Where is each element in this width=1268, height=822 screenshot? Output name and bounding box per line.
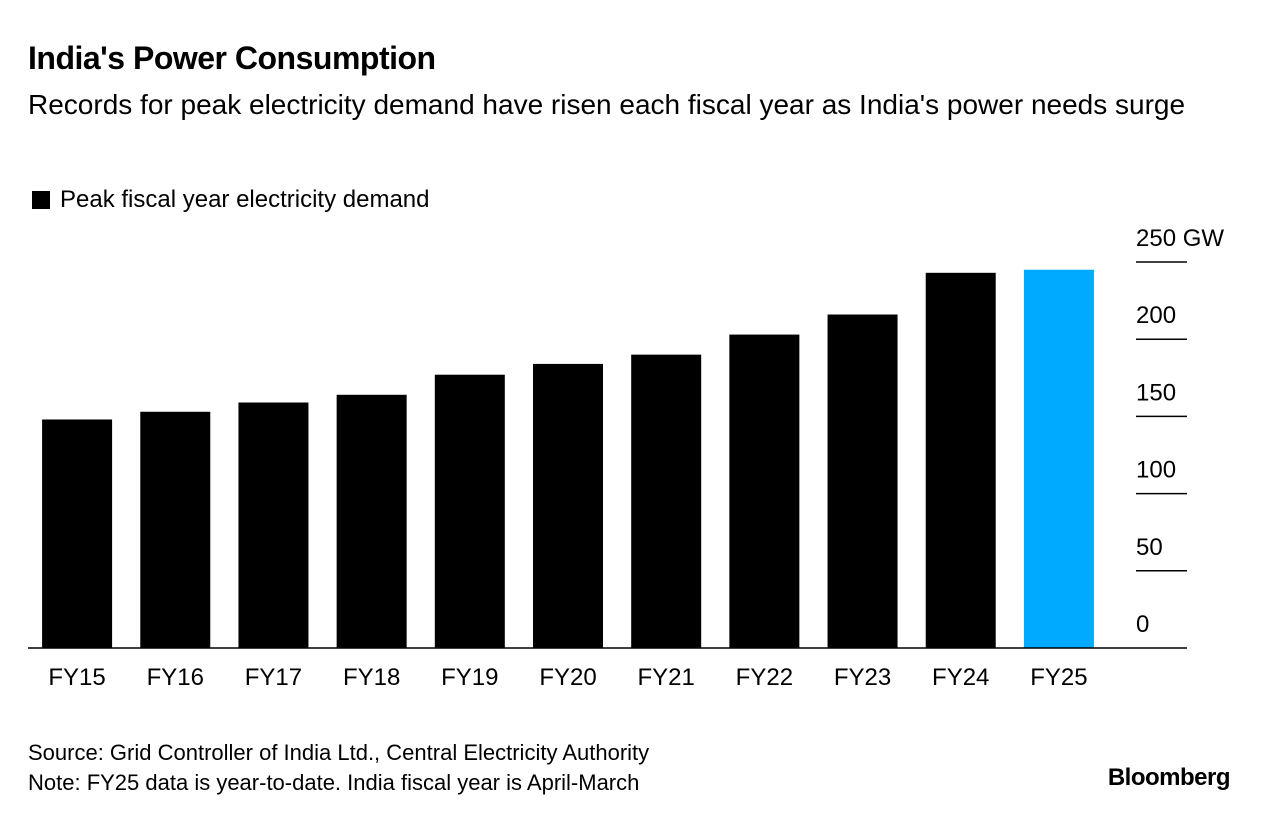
bar-fy18 <box>336 394 407 648</box>
data-note: Note: FY25 data is year-to-date. India f… <box>28 770 640 795</box>
x-tick-label: FY23 <box>834 664 891 691</box>
y-tick-label: 150 <box>1136 379 1176 406</box>
x-tick-label: FY25 <box>1030 664 1087 691</box>
bar-fy17 <box>238 402 309 648</box>
bar-fy21 <box>631 354 702 648</box>
bar-fy15 <box>42 419 113 648</box>
x-tick-label: FY22 <box>736 664 793 691</box>
x-tick-label: FY16 <box>147 664 204 691</box>
legend: Peak fiscal year electricity demand <box>32 186 430 214</box>
chart-footer: Source: Grid Controller of India Ltd., C… <box>28 738 649 798</box>
legend-swatch <box>32 191 50 209</box>
x-tick-label: FY21 <box>637 664 694 691</box>
bar-fy22 <box>729 334 800 648</box>
chart-title: India's Power Consumption <box>28 40 436 76</box>
bar-fy25 <box>1023 269 1094 648</box>
chart-subtitle: Records for peak electricity demand have… <box>28 89 1186 120</box>
x-tick-label: FY20 <box>539 664 596 691</box>
source-note: Source: Grid Controller of India Ltd., C… <box>28 740 650 765</box>
y-tick-label: 100 <box>1136 457 1176 484</box>
y-tick-label: 50 <box>1136 534 1163 561</box>
y-tick-label: 250 GW <box>1136 225 1224 252</box>
x-tick-label: FY15 <box>48 664 105 691</box>
y-tick-label: 0 <box>1136 611 1149 638</box>
bar-fy20 <box>533 363 603 648</box>
x-tick-label: FY17 <box>245 664 302 691</box>
bar-fy16 <box>140 411 211 648</box>
bar-fy19 <box>434 374 505 648</box>
legend-label: Peak fiscal year electricity demand <box>60 186 430 213</box>
x-tick-label: FY24 <box>932 664 989 691</box>
x-tick-label: FY18 <box>343 664 400 691</box>
bar-fy23 <box>827 314 898 648</box>
x-tick-label: FY19 <box>441 664 498 691</box>
bloomberg-logo: Bloomberg <box>1107 764 1231 791</box>
bar-fy24 <box>925 272 996 648</box>
y-tick-label: 200 <box>1136 302 1176 329</box>
